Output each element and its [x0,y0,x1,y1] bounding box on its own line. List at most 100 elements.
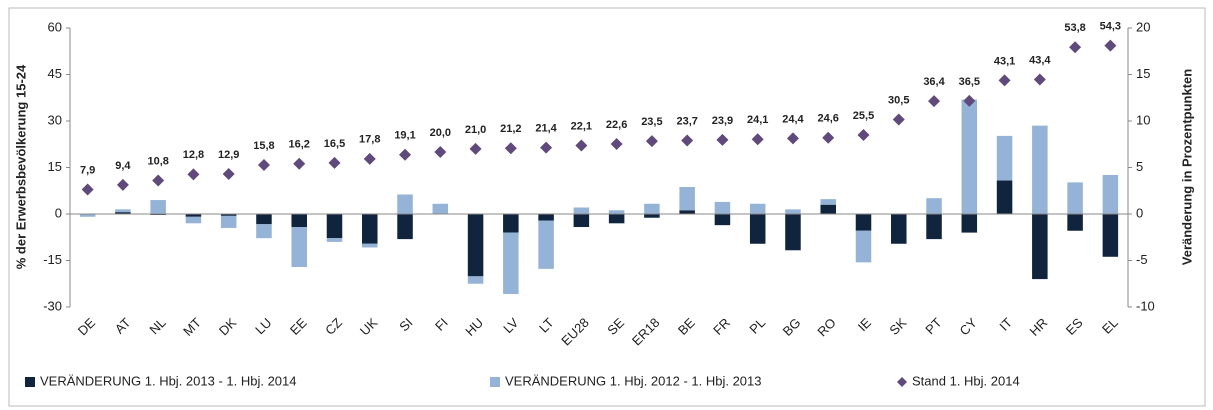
x-tick-label: RO [814,315,838,339]
diamond-marker [645,135,658,148]
bar [291,227,307,268]
x-tick-label: CY [956,315,980,339]
bar [926,198,942,214]
bar [467,276,484,284]
diamond-marker [575,139,588,152]
y2-tick-label: 5 [1136,159,1143,174]
x-tick-label: EU28 [558,315,592,349]
x-tick-label: DK [216,315,240,339]
diamond-marker [434,146,447,158]
value-label: 24,6 [818,113,839,125]
bar [644,214,660,218]
diamond-marker [822,131,835,144]
value-label: 15,8 [253,140,274,152]
bar [785,209,801,214]
bar [679,187,695,211]
value-label: 12,8 [183,149,204,161]
x-tick-label: BE [675,315,698,338]
bar [714,214,731,226]
x-tick-label: HU [462,315,486,339]
y-tick-label: -15 [43,252,62,267]
x-tick-label: SK [886,315,909,338]
bar [538,220,554,269]
x-tick-label: BG [780,315,804,339]
value-label: 9,4 [115,160,131,172]
x-tick-label: LT [536,315,557,336]
diamond-marker [257,159,270,172]
bar [115,209,131,213]
x-tick-label: AT [112,315,134,337]
diamond-marker [1069,41,1082,54]
value-label: 23,7 [676,115,697,127]
bar [996,135,1013,181]
value-label: 23,9 [712,115,733,127]
bar [326,214,343,239]
bar [220,214,237,216]
value-label: 21,2 [500,123,521,135]
bar [467,214,484,277]
legend-label: VERÄNDERUNG 1. Hbj. 2012 - 1. Hbj. 2013 [505,373,762,388]
x-tick-label: EL [1099,315,1121,337]
bar [855,230,872,263]
diamond-marker [363,152,376,165]
diamond-marker [857,128,870,141]
x-tick-label: PL [746,315,768,337]
x-tick-label: LU [252,315,274,337]
legend-swatch [25,377,35,387]
diamond-marker [998,74,1011,87]
bar [362,214,378,244]
diamond-marker [187,168,200,181]
diamond-marker [1033,73,1046,86]
value-label: 53,8 [1064,22,1085,34]
value-label: 54,3 [1100,21,1121,33]
legend-label: VERÄNDERUNG 1. Hbj. 2013 - 1. Hbj. 2014 [40,373,297,388]
bar [714,201,731,214]
bar [820,199,836,205]
bar [185,214,202,217]
value-label: 36,5 [959,76,980,88]
x-tick-label: LV [500,315,521,336]
bar [79,214,96,217]
value-label: 10,8 [147,155,168,167]
bar [608,214,625,224]
bar [256,214,272,225]
legend-swatch [490,377,500,387]
value-label: 36,4 [923,76,945,88]
bar [573,214,590,228]
bar [961,214,978,233]
diamond-marker [116,178,129,191]
x-tick-label: ES [1063,315,1086,338]
diamond-marker [328,156,341,169]
diamond-marker [716,133,729,146]
bar [256,224,272,239]
y-tick-label: -30 [43,298,62,313]
legend-label: Stand 1. Hbj. 2014 [912,373,1020,388]
diamond-marker [892,113,905,126]
x-tick-label: EE [287,315,310,338]
bar [1067,214,1083,231]
bar [891,214,907,244]
y-tick-label: 15 [48,159,62,174]
diamond-marker [399,148,412,161]
bar [961,99,978,214]
diamond-marker [504,142,517,155]
y2-tick-label: -10 [1136,298,1155,313]
diamond-marker [963,94,976,107]
value-label: 21,0 [465,124,486,136]
value-label: 16,5 [324,138,345,150]
bar [855,214,872,231]
diamond-marker [152,174,165,187]
bar [150,200,166,214]
value-label: 17,8 [359,134,380,146]
x-tick-label: ER18 [629,315,663,349]
bar [1102,214,1119,257]
value-label: 22,1 [571,120,592,132]
bar [1067,182,1083,214]
value-label: 25,5 [853,110,874,122]
bar [926,214,942,240]
diamond-marker [222,168,235,181]
bar [220,215,237,228]
value-label: 43,4 [1029,54,1051,66]
bar [538,214,554,221]
